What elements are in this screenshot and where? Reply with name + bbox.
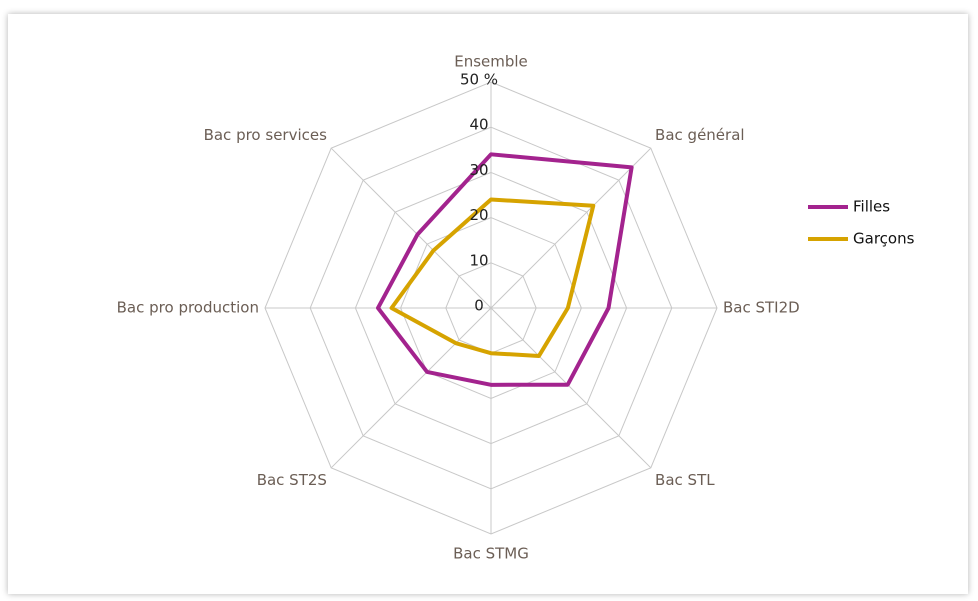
- legend-label: Filles: [853, 198, 890, 216]
- tick-label: 10: [469, 251, 488, 269]
- category-label: Bac STL: [655, 471, 715, 489]
- legend-label: Garçons: [853, 230, 915, 248]
- card: [8, 14, 968, 594]
- spoke: [490, 307, 652, 469]
- category-label: Bac général: [655, 126, 745, 144]
- category-label: Bac pro services: [204, 126, 328, 144]
- category-label: Bac STMG: [453, 545, 529, 563]
- series-line: [389, 197, 596, 358]
- series-line: [376, 152, 634, 387]
- tick-label: 40: [469, 116, 488, 134]
- spoke: [490, 147, 652, 309]
- category-label: Ensemble: [454, 53, 528, 71]
- tick-label: 30: [469, 161, 488, 179]
- tick-label: 0: [474, 297, 484, 315]
- category-label: Bac ST2S: [257, 471, 327, 489]
- tick-label: 50 %: [460, 71, 498, 89]
- category-label: Bac pro production: [117, 299, 259, 317]
- category-label: Bac STI2D: [723, 299, 800, 317]
- spoke: [330, 307, 492, 469]
- spoke: [330, 147, 492, 309]
- tick-label: 20: [469, 206, 488, 224]
